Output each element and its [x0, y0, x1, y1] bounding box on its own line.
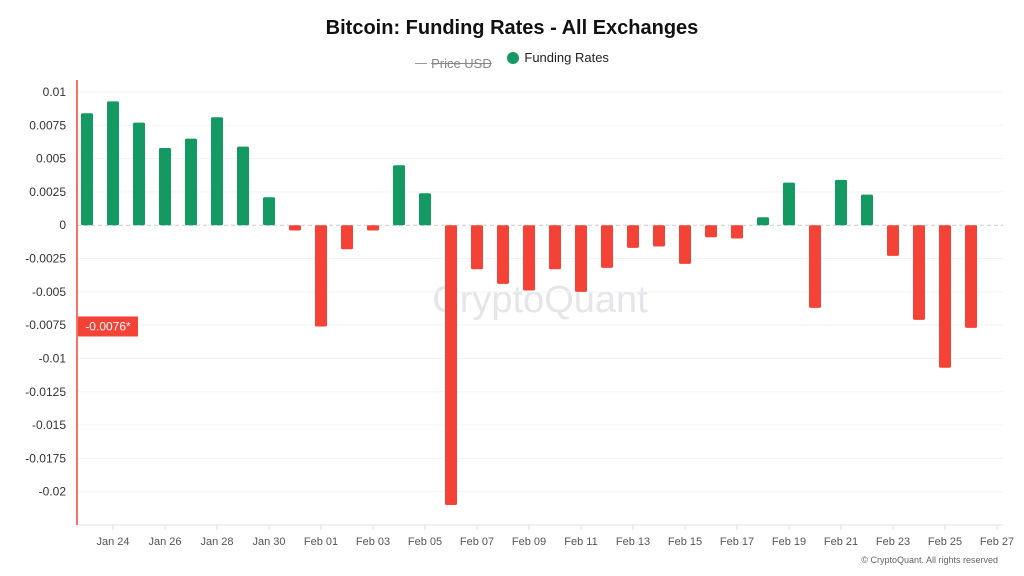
bar-jan-27 — [185, 138, 197, 226]
bar-feb-12 — [601, 225, 613, 268]
y-tick-label: -0.02 — [39, 485, 67, 499]
y-tick-label: -0.01 — [39, 351, 67, 365]
watermark: CryptoQuant — [432, 279, 648, 321]
dot-swatch-icon — [507, 51, 520, 64]
bar-feb-05 — [419, 193, 431, 226]
x-tick-label: Feb 25 — [928, 536, 962, 548]
legend-item-funding-rates[interactable]: Funding Rates — [507, 50, 609, 65]
bar-feb-23 — [887, 225, 899, 256]
y-tick-label: -0.015 — [32, 418, 66, 432]
bar-jan-26 — [159, 147, 171, 226]
bar-feb-16 — [705, 225, 717, 238]
x-tick-label: Feb 03 — [356, 536, 390, 548]
bar-feb-24 — [913, 225, 925, 320]
bar-jan-30 — [263, 197, 275, 226]
bar-feb-07 — [471, 225, 483, 270]
bar-feb-03 — [367, 225, 379, 231]
bar-feb-18 — [757, 217, 769, 226]
bar-feb-25 — [939, 225, 951, 368]
x-tick-label: Jan 30 — [252, 536, 285, 548]
x-tick-label: Feb 05 — [408, 536, 442, 548]
y-tick-label: -0.0175 — [25, 451, 66, 465]
x-tick-label: Feb 19 — [772, 536, 806, 548]
x-tick-label: Feb 07 — [460, 536, 494, 548]
bar-feb-10 — [549, 225, 561, 270]
bar-feb-15 — [679, 225, 691, 264]
bar-feb-04 — [393, 165, 405, 226]
y-tick-label: 0.005 — [36, 152, 66, 166]
bar-jan-23 — [81, 113, 93, 226]
x-tick-label: Jan 24 — [96, 536, 129, 548]
bar-feb-09 — [523, 225, 535, 291]
chart-title: Bitcoin: Funding Rates - All Exchanges — [325, 17, 699, 39]
x-tick-label: Feb 01 — [304, 536, 338, 548]
bar-jan-28 — [211, 117, 223, 226]
y-tick-label: 0 — [59, 218, 66, 232]
crosshair-label-bg — [78, 316, 138, 337]
y-tick-label: -0.0025 — [25, 252, 66, 266]
x-tick-label: Feb 09 — [512, 536, 546, 548]
x-tick-label: Jan 28 — [200, 536, 233, 548]
bar-feb-17 — [731, 225, 743, 239]
bar-jan-31 — [289, 225, 301, 231]
bar-feb-19 — [783, 182, 795, 226]
y-tick-label: -0.0125 — [25, 385, 66, 399]
bar-jan-29 — [237, 146, 249, 226]
bar-feb-14 — [653, 225, 665, 247]
crosshair-label: -0.0076* — [85, 319, 131, 333]
x-tick-label: Jan 26 — [148, 536, 181, 548]
bar-feb-06 — [445, 225, 457, 506]
x-tick-label: Feb 17 — [720, 536, 754, 548]
x-tick-label: Feb 23 — [876, 536, 910, 548]
x-tick-label: Feb 27 — [980, 536, 1014, 548]
y-tick-label: -0.005 — [32, 285, 66, 299]
bar-feb-20 — [809, 225, 821, 308]
bar-feb-08 — [497, 225, 509, 284]
x-tick-label: Feb 13 — [616, 536, 650, 548]
bar-feb-22 — [861, 194, 873, 226]
bar-jan-25 — [133, 122, 145, 226]
bar-feb-21 — [835, 179, 847, 226]
bar-feb-26 — [965, 225, 977, 328]
bar-feb-01 — [315, 225, 327, 327]
y-tick-label: 0.01 — [43, 85, 67, 99]
x-tick-label: Feb 15 — [668, 536, 702, 548]
bar-feb-13 — [627, 225, 639, 248]
line-swatch-icon — [415, 62, 428, 64]
y-tick-label: 0.0075 — [29, 118, 66, 132]
x-tick-label: Feb 21 — [824, 536, 858, 548]
legend-item-price-usd[interactable]: Price USD — [415, 56, 492, 71]
bar-feb-11 — [575, 225, 587, 292]
bar-jan-24 — [107, 101, 119, 226]
y-tick-label: -0.0075 — [25, 318, 66, 332]
copyright: © CryptoQuant. All rights reserved — [861, 555, 998, 565]
x-tick-label: Feb 11 — [564, 536, 597, 548]
legend: Price USD Funding Rates — [0, 50, 1024, 71]
bar-feb-02 — [341, 225, 353, 250]
y-tick-label: 0.0025 — [29, 185, 66, 199]
